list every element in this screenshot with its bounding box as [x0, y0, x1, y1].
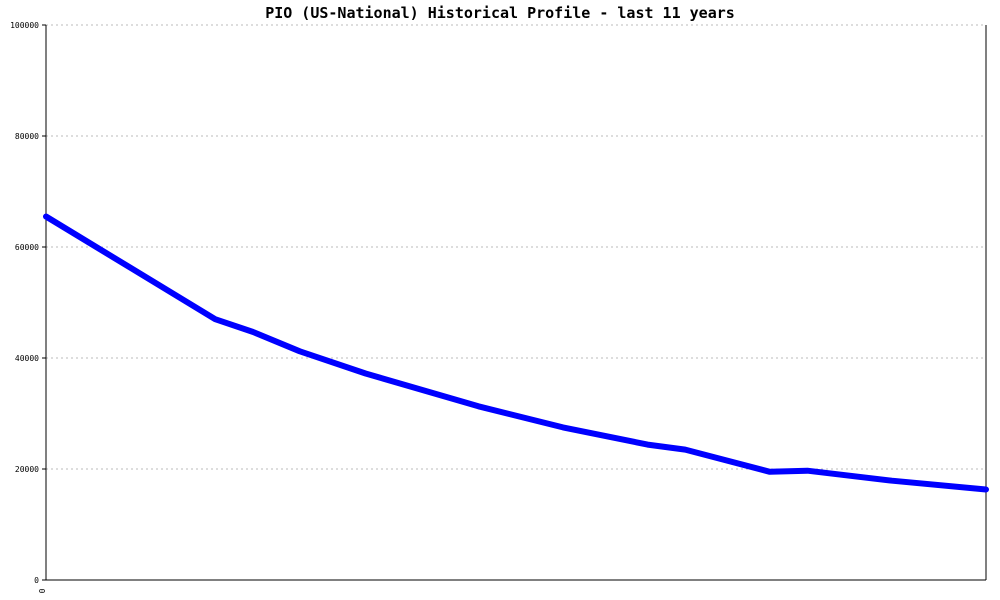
x-tick-label: 0 [38, 588, 47, 593]
y-tick-label: 20000 [15, 465, 39, 474]
y-tick-label: 60000 [15, 243, 39, 252]
data-point [682, 447, 688, 453]
y-tick-label: 100000 [10, 21, 39, 30]
data-point [767, 469, 773, 475]
data-point [297, 348, 303, 354]
data-point [983, 487, 989, 492]
data-point [889, 478, 895, 484]
series-line [43, 213, 989, 493]
grid-lines [46, 24, 986, 470]
data-point [645, 442, 651, 448]
data-point [250, 329, 256, 335]
data-point [560, 424, 566, 430]
y-tick-label: 80000 [15, 132, 39, 141]
data-series [43, 213, 989, 493]
tick-labels: 0 20000 40000 60000 80000 100000 0 [10, 21, 47, 593]
data-point [475, 403, 481, 409]
data-point [363, 371, 369, 376]
data-point [212, 316, 218, 322]
y-tick-label: 40000 [15, 354, 39, 363]
y-tick-label: 0 [34, 576, 39, 585]
data-point [804, 468, 810, 474]
chart-title: PIO (US-National) Historical Profile - l… [265, 4, 735, 22]
data-point [43, 214, 49, 219]
